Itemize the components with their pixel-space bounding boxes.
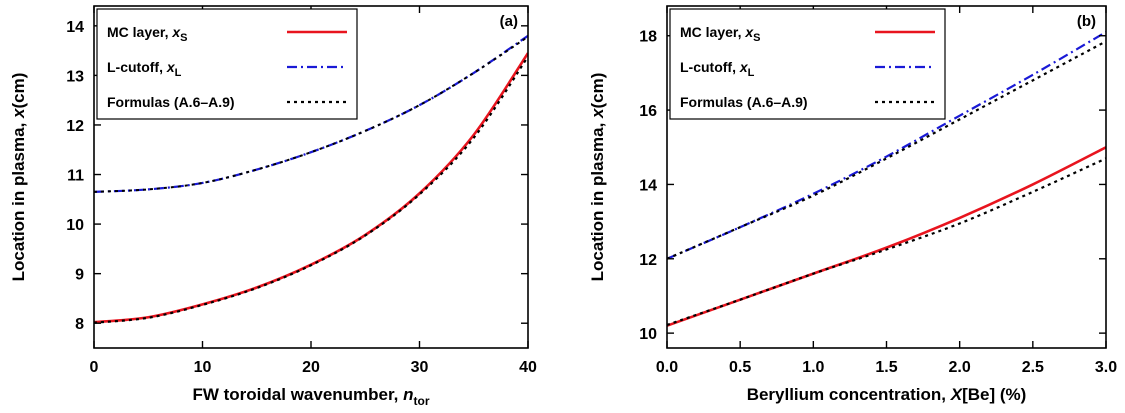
y-tick-label: 14 xyxy=(639,177,657,194)
series-line-formulas-upper xyxy=(94,35,528,193)
y-tick-label: 9 xyxy=(75,267,84,284)
x-tick-label: 0.5 xyxy=(729,359,751,376)
legend-label: MC layer, xS xyxy=(107,24,188,44)
x-tick-label: 10 xyxy=(194,359,212,376)
legend-label: MC layer, xS xyxy=(680,24,761,44)
legend-label: L-cutoff, xL xyxy=(107,59,182,79)
y-axis-label: Location in plasma, x(cm) xyxy=(588,73,607,282)
panel-label: (b) xyxy=(1077,13,1096,30)
legend-label: Formulas (A.6–A.9) xyxy=(680,94,808,110)
panel-label: (a) xyxy=(500,13,518,30)
x-tick-label: 1.0 xyxy=(802,359,824,376)
legend-label: Formulas (A.6–A.9) xyxy=(107,94,235,110)
series-group xyxy=(94,34,528,324)
series-group xyxy=(667,31,1106,327)
x-axis-label: Beryllium concentration, X[Be] (%) xyxy=(747,385,1027,404)
x-axis-label: FW toroidal wavenumber, ntor xyxy=(192,385,429,408)
chart-panel-b: 0.0 0.5 1.0 1.5 2.0 2.5 3.0 10 12 14 16 18 Beryllium… xyxy=(588,5,1117,404)
x-tick-label: 0.0 xyxy=(656,359,678,376)
series-line-formulas xyxy=(667,157,1106,326)
series-line-formulas-upper xyxy=(667,40,1106,260)
y-tick-label: 13 xyxy=(66,68,84,85)
y-tick-label: 18 xyxy=(639,29,657,46)
series-line-l xyxy=(94,34,528,193)
y-tick-label: 16 xyxy=(639,103,657,120)
y-tick-label: 10 xyxy=(66,217,84,234)
y-tick-label: 12 xyxy=(66,118,84,135)
legend: MC layer, xS L-cutoff, xL Formulas (A.6–A.… xyxy=(669,8,946,120)
x-tick-label: 30 xyxy=(411,359,429,376)
x-tick-label: 2.0 xyxy=(949,359,971,376)
y-axis-label: Location in plasma, x(cm) xyxy=(9,73,28,282)
series-line-formulas xyxy=(94,55,528,324)
series-line-s xyxy=(667,146,1106,327)
y-tick-label: 14 xyxy=(66,19,84,36)
x-tick-label: 1.5 xyxy=(875,359,897,376)
x-tick-label: 20 xyxy=(302,359,320,376)
x-tick-label: 0 xyxy=(90,359,99,376)
legend-box xyxy=(96,8,358,120)
x-tick-label: 3.0 xyxy=(1095,359,1117,376)
chart-panel-a: 0 10 20 30 40 8 9 10 11 12 13 14 FW toroidal wavenum… xyxy=(9,5,537,408)
legend-box xyxy=(669,8,946,120)
y-tick-label: 12 xyxy=(639,252,657,269)
legend-label: L-cutoff, xL xyxy=(680,59,755,79)
series-line-l xyxy=(667,31,1106,260)
y-tick-label: 10 xyxy=(639,326,657,343)
x-tick-label: 40 xyxy=(519,359,537,376)
y-tick-label: 11 xyxy=(67,168,84,185)
x-tick-label: 2.5 xyxy=(1022,359,1044,376)
y-tick-label: 8 xyxy=(75,316,84,333)
legend: MC layer, xS L-cutoff, xL Formulas (A.6–A.… xyxy=(96,8,358,120)
